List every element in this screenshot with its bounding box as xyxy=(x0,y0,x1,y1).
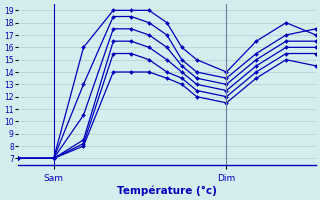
X-axis label: Température (°c): Température (°c) xyxy=(117,185,217,196)
